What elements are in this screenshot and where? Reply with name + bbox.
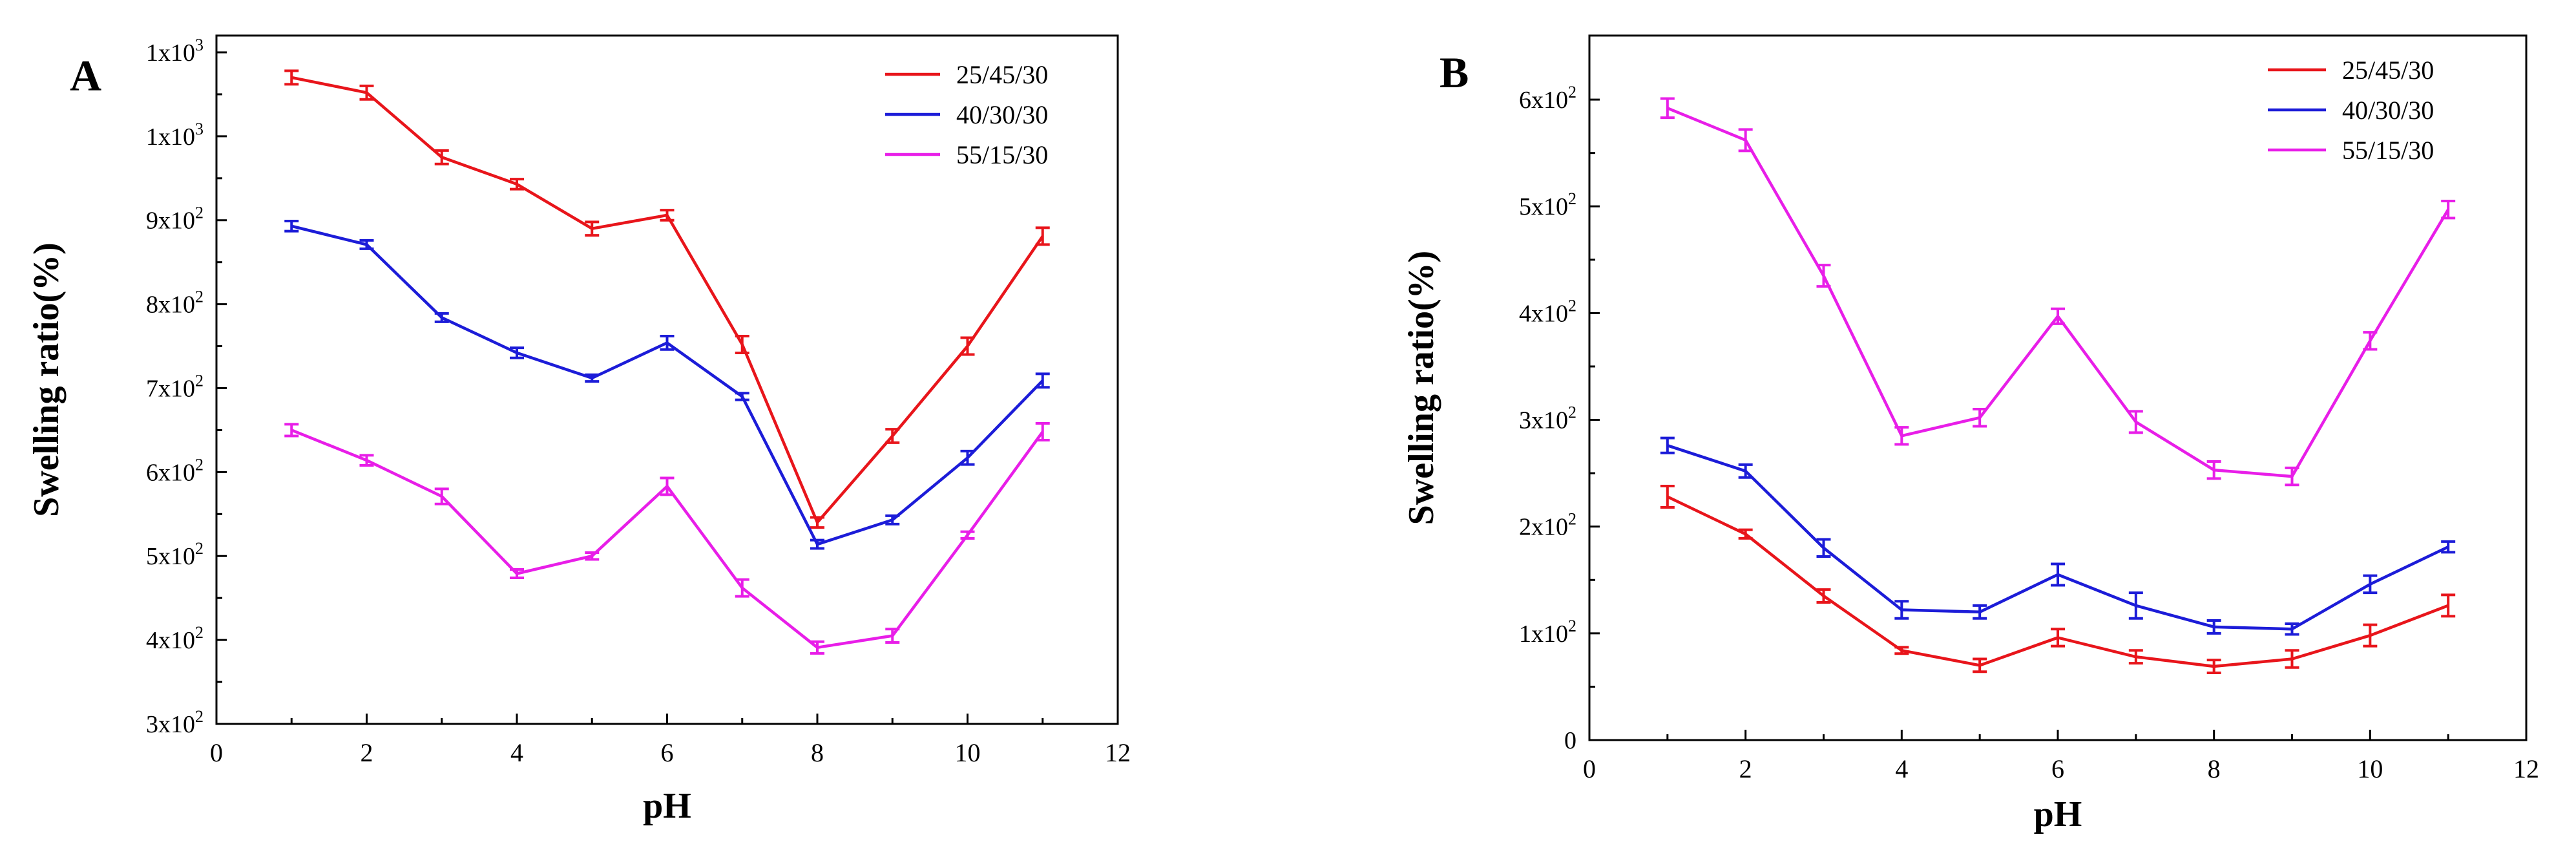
plot-frame xyxy=(215,34,1119,725)
series-line-55-15-30 xyxy=(1666,107,2450,478)
x-tick-label: 0 xyxy=(1583,754,1596,783)
series-line-55-15-30 xyxy=(291,429,1044,650)
panel-label: B xyxy=(1440,48,1469,97)
x-tick-label: 2 xyxy=(1739,754,1752,783)
x-tick-label: 12 xyxy=(1105,738,1131,767)
y-tick-label: 1x103 xyxy=(146,120,204,151)
panel-b: 0 2 4 6 8 10 12 0 1x102 2x102 3x102 4x102 5x102 6x102… xyxy=(1401,34,2539,834)
series-line-40-30-30 xyxy=(291,224,1044,546)
y-tick-label: 7x102 xyxy=(146,371,204,402)
series-line-40-30-30 xyxy=(1667,444,2449,631)
y-tick-label: 8x102 xyxy=(146,288,204,319)
x-tick-label: 10 xyxy=(2357,754,2383,783)
panel-a: 0 2 4 6 8 10 12 3x102 4x102 5x102 6x102 7x102 8x102 9… xyxy=(26,34,1131,826)
y-tick-label: 1x103 xyxy=(146,36,204,67)
x-tick-label: 12 xyxy=(2513,754,2539,783)
y-axis-title: Swelling ratio(%) xyxy=(1401,251,1441,525)
y-tick-label: 4x102 xyxy=(1519,296,1576,327)
y-tick-label: 6x102 xyxy=(146,455,204,486)
y-tick-label: 4x102 xyxy=(146,623,204,654)
legend-label: 55/15/30 xyxy=(956,140,1048,169)
y-tick-label: 3x102 xyxy=(1519,403,1576,434)
x-tick-label: 4 xyxy=(510,738,523,767)
legend-label: 40/30/30 xyxy=(956,100,1048,129)
x-tick-label: 4 xyxy=(1895,754,1908,783)
y-tick-label: 0 xyxy=(1564,727,1576,754)
legend-label: 25/45/30 xyxy=(2342,56,2434,85)
x-tick-label: 2 xyxy=(361,738,373,767)
x-tick-label: 8 xyxy=(811,738,824,767)
y-tick-label: 1x102 xyxy=(1519,617,1576,648)
x-tick-label: 8 xyxy=(2208,754,2221,783)
x-axis-title: pH xyxy=(643,786,691,826)
y-tick-label: 5x102 xyxy=(146,539,204,570)
x-tick-label: 6 xyxy=(661,738,674,767)
x-axis-title: pH xyxy=(2034,794,2082,834)
panel-label: A xyxy=(70,51,101,100)
x-tick-label: 0 xyxy=(210,738,223,767)
y-axis-title: Swelling ratio(%) xyxy=(26,242,67,517)
series-line-25-45-30 xyxy=(291,76,1044,524)
y-tick-label: 5x102 xyxy=(1519,189,1576,220)
x-tick-label: 6 xyxy=(2051,754,2064,783)
y-tick-label: 3x102 xyxy=(146,707,204,738)
legend-label: 40/30/30 xyxy=(2342,96,2434,125)
y-tick-label: 2x102 xyxy=(1519,510,1576,541)
x-tick-label: 10 xyxy=(955,738,981,767)
legend-label: 55/15/30 xyxy=(2342,136,2434,165)
legend-label: 25/45/30 xyxy=(956,60,1048,89)
y-tick-label: 9x102 xyxy=(146,204,204,235)
y-tick-label: 6x102 xyxy=(1519,83,1576,114)
